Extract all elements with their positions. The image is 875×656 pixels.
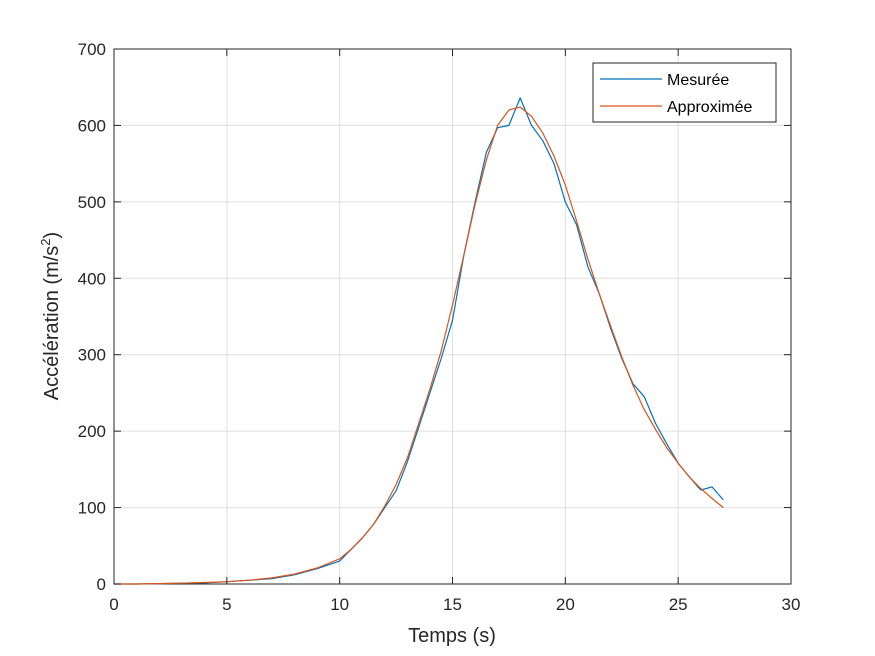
y-axis-title: Accélération (m/s2) bbox=[38, 232, 63, 400]
x-tick-label: 10 bbox=[330, 595, 349, 614]
y-tick-label: 500 bbox=[78, 193, 106, 212]
y-tick-label: 0 bbox=[97, 575, 106, 594]
series-layer bbox=[114, 97, 724, 585]
x-tick-label: 30 bbox=[782, 595, 801, 614]
y-axis-title-superscript: 2 bbox=[38, 238, 53, 245]
y-tick-label: 300 bbox=[78, 346, 106, 365]
series-line-approximee bbox=[114, 106, 724, 585]
y-axis-title-main: Accélération (m/s bbox=[41, 246, 63, 401]
y-axis-title-end: ) bbox=[41, 232, 63, 239]
legend-label-mesuree: Mesurée bbox=[667, 72, 729, 89]
y-tick-label: 100 bbox=[78, 499, 106, 518]
y-tick-label: 700 bbox=[78, 40, 106, 59]
x-tick-label: 15 bbox=[443, 595, 462, 614]
y-axis: 0 100 200 300 400 500 600 700 bbox=[78, 40, 791, 594]
series-line-mesuree bbox=[114, 97, 724, 585]
legend-label-approximee: Approximée bbox=[667, 99, 752, 116]
y-tick-label: 600 bbox=[78, 116, 106, 135]
x-tick-label: 25 bbox=[669, 595, 688, 614]
grid bbox=[113, 48, 792, 585]
legend: Mesurée Approximée bbox=[592, 62, 777, 123]
x-tick-label: 20 bbox=[556, 595, 575, 614]
x-tick-label: 5 bbox=[222, 595, 231, 614]
x-axis-title: Temps (s) bbox=[408, 625, 496, 647]
y-tick-label: 400 bbox=[78, 269, 106, 288]
legend-box bbox=[592, 62, 777, 123]
y-tick-label: 200 bbox=[78, 422, 106, 441]
x-axis: 0 5 10 15 20 25 30 bbox=[109, 49, 800, 614]
x-tick-label: 0 bbox=[109, 595, 118, 614]
